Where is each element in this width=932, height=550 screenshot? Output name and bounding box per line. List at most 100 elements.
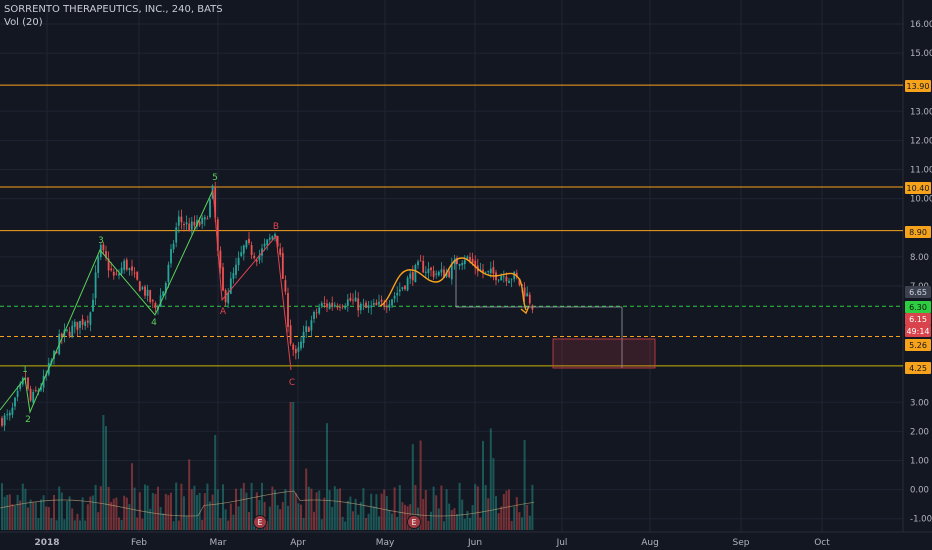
volume-bar: [11, 504, 14, 530]
volume-bar: [352, 511, 354, 530]
price-badge-label: 49:14: [906, 327, 929, 336]
candle-body: [266, 239, 269, 246]
y-axis-tick-label: 1.00: [910, 457, 929, 467]
volume-bar: [1, 483, 3, 530]
y-axis-tick-label: 2.00: [910, 427, 929, 437]
earnings-marker-icon: [253, 515, 267, 529]
volume-bar: [404, 504, 406, 530]
volume-bar: [45, 506, 48, 530]
volume-indicator-label[interactable]: Vol (20): [4, 17, 43, 28]
volume-bar: [445, 489, 448, 530]
candle-body: [378, 301, 380, 305]
price-badge-label: 5.26: [909, 341, 927, 350]
volume-bar: [149, 508, 152, 530]
target-zone-box: [552, 338, 656, 369]
candle-body: [289, 325, 292, 344]
volume-bar: [362, 488, 365, 530]
volume-bar: [365, 517, 367, 530]
candle-body: [53, 350, 55, 359]
candle-body: [162, 291, 165, 297]
candle-body: [279, 248, 282, 255]
volume-bar: [63, 519, 66, 530]
x-axis-label: Mar: [210, 538, 227, 548]
volume-bar: [294, 493, 297, 530]
candle-body: [253, 255, 256, 259]
volume-bar: [440, 485, 443, 530]
volume-bar: [32, 502, 35, 530]
volume-bar: [245, 492, 248, 530]
volume-bar: [157, 486, 159, 530]
candle-body: [227, 292, 230, 304]
volume-bar: [167, 495, 170, 530]
volume-bar: [336, 489, 339, 530]
volume-bar: [146, 485, 149, 530]
candle-body: [287, 293, 289, 327]
candle-body: [167, 264, 170, 282]
price-badge-label: 8.90: [909, 228, 927, 237]
volume-bar: [164, 493, 167, 530]
volume-bar: [513, 506, 516, 530]
volume-bar: [21, 483, 24, 530]
volume-bar: [341, 516, 344, 530]
volume-bar: [346, 500, 349, 530]
volume-bar: [235, 488, 237, 530]
elliott-wave-label: C: [289, 378, 295, 388]
candle-body: [235, 264, 237, 275]
volume-bar: [521, 517, 523, 530]
volume-bar: [107, 486, 110, 530]
volume-bar: [151, 492, 154, 530]
y-axis-tick-label: 12.00: [910, 136, 932, 146]
candle-body: [149, 290, 152, 303]
candle-body: [508, 280, 510, 284]
volume-bar: [183, 496, 185, 530]
volume-bar: [489, 428, 492, 530]
volume-bar: [526, 504, 529, 530]
volume-bar: [305, 468, 308, 530]
volume-bar: [284, 489, 287, 530]
volume-bar: [497, 513, 500, 530]
candle-body: [102, 244, 105, 251]
volume-bar: [380, 493, 383, 530]
y-axis-tick-label: 8.00: [910, 253, 929, 263]
candle-body: [313, 311, 315, 319]
candle-body: [60, 333, 63, 338]
volume-bar: [500, 506, 503, 530]
volume-bar: [118, 517, 120, 530]
volume-bar: [276, 505, 279, 530]
candle-body: [310, 320, 313, 331]
volume-bar: [274, 489, 276, 530]
volume-bar: [206, 483, 209, 530]
x-axis-label: Sep: [733, 538, 750, 548]
volume-bar: [469, 517, 471, 530]
candle-body: [427, 268, 430, 274]
candle-body: [388, 304, 391, 308]
volume-bar: [141, 518, 144, 530]
candle-body: [8, 412, 11, 416]
volume-bar: [427, 520, 430, 530]
volume-bar: [102, 415, 105, 530]
volume-bar: [73, 520, 76, 530]
volume-bar: [375, 494, 378, 530]
volume-bar: [370, 493, 373, 530]
y-axis-tick-label: 16.00: [910, 20, 932, 30]
candle-body: [432, 270, 435, 277]
candle-body: [482, 269, 484, 273]
candle-body: [125, 259, 128, 270]
volume-bar: [318, 490, 321, 530]
candle-body: [297, 347, 300, 352]
volume-bar: [131, 463, 133, 530]
volume-bar: [123, 495, 126, 530]
volume-bar: [37, 517, 40, 530]
candle-body: [144, 286, 146, 296]
candle-body: [29, 388, 32, 401]
volume-bar: [154, 493, 157, 530]
volume-bar: [162, 513, 165, 530]
volume-bar: [261, 482, 263, 530]
candle-body: [510, 279, 513, 281]
x-axis-label: 2018: [34, 538, 59, 548]
candle-body: [292, 344, 295, 350]
volume-bar: [297, 503, 300, 530]
